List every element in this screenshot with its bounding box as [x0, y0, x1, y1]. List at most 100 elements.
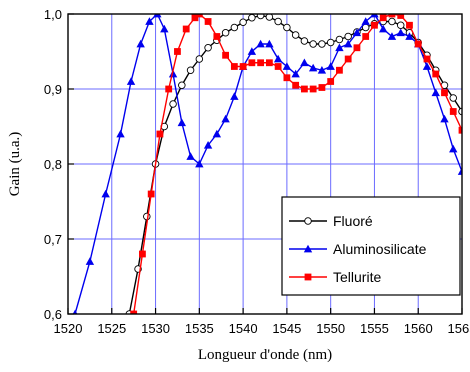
legend: Fluoré Aluminosilicate Tellurite — [281, 196, 461, 296]
y-tick-label: 0,7 — [44, 232, 62, 247]
x-tick-label: 1545 — [272, 321, 301, 336]
x-tick-label: 1525 — [97, 321, 126, 336]
data-point — [370, 14, 379, 18]
data-point — [195, 55, 204, 63]
data-point — [344, 32, 352, 41]
data-point — [458, 126, 462, 134]
data-point — [256, 14, 265, 20]
data-point — [291, 69, 300, 78]
data-point — [221, 29, 230, 37]
data-point — [458, 107, 462, 116]
data-point — [387, 32, 397, 40]
data-point — [101, 189, 110, 198]
x-tick-label: 1520 — [54, 321, 83, 336]
data-point — [169, 100, 177, 108]
data-point — [396, 21, 405, 30]
data-point — [432, 70, 440, 78]
data-point — [379, 14, 387, 22]
data-point — [230, 92, 239, 100]
x-tick-label: 1550 — [316, 321, 345, 336]
data-point — [174, 48, 181, 55]
data-point — [160, 24, 169, 33]
x-tick-label: 1560 — [404, 321, 433, 336]
data-point — [85, 257, 95, 265]
data-point — [308, 63, 318, 72]
data-point — [353, 44, 361, 52]
x-tick-labels: 1520 1525 1530 1535 1540 1545 1550 1555 1560 1565 — [54, 321, 470, 336]
legend-marker — [304, 217, 312, 225]
data-point — [72, 309, 78, 314]
data-point — [309, 40, 317, 48]
data-point — [212, 129, 222, 138]
series-2 — [130, 14, 462, 314]
data-point — [265, 39, 274, 48]
data-point — [130, 310, 138, 314]
data-point — [256, 39, 265, 48]
data-point — [291, 31, 300, 39]
data-point — [441, 89, 448, 97]
data-point — [195, 14, 203, 18]
data-point — [343, 39, 353, 48]
data-point — [449, 144, 458, 153]
data-point — [213, 33, 221, 40]
y-axis-title: Gain (u.a.) — [7, 132, 23, 197]
data-point — [136, 39, 145, 48]
data-point — [300, 37, 309, 45]
legend-label: Tellurite — [333, 269, 381, 285]
series-layer — [72, 14, 462, 314]
legend-label: Aluminosilicate — [333, 241, 427, 257]
y-tick-label: 0,6 — [44, 307, 62, 322]
data-point — [186, 66, 195, 74]
data-point — [327, 78, 335, 85]
data-point — [143, 212, 151, 221]
data-point — [317, 66, 327, 74]
legend-marker — [304, 273, 312, 281]
data-point — [191, 14, 199, 22]
x-tick-label: 1540 — [229, 321, 258, 336]
data-point — [326, 38, 335, 47]
data-point — [326, 62, 335, 70]
y-tick-label: 1,0 — [44, 7, 62, 22]
legend-label: Fluoré — [333, 213, 373, 229]
y-tick-labels: 0,6 0,7 0,8 0,9 1,0 — [44, 7, 62, 322]
data-point — [361, 17, 370, 25]
data-point — [283, 23, 291, 32]
data-point — [221, 114, 230, 123]
data-point — [431, 88, 440, 97]
data-point — [335, 43, 344, 52]
data-point — [388, 17, 396, 26]
data-point — [336, 66, 343, 74]
data-point — [405, 32, 414, 40]
data-point — [440, 114, 449, 123]
data-point — [126, 77, 136, 85]
y-tick-label: 0,8 — [44, 157, 62, 172]
data-point — [423, 55, 431, 63]
data-point — [318, 40, 326, 48]
data-point — [186, 152, 195, 160]
legend-item: Aluminosilicate — [289, 241, 427, 257]
data-point — [145, 17, 154, 25]
x-tick-label: 1530 — [141, 321, 170, 336]
data-point — [156, 130, 164, 138]
x-tick-label: 1555 — [360, 321, 389, 336]
data-point — [204, 44, 212, 52]
legend-item: Tellurite — [289, 269, 381, 285]
data-point — [406, 21, 413, 29]
legend-item: Fluoré — [289, 213, 373, 229]
data-point — [168, 69, 178, 78]
axis-ticks — [67, 13, 463, 315]
data-point — [292, 81, 300, 89]
data-point — [247, 47, 257, 55]
data-point — [388, 14, 396, 18]
data-point — [230, 63, 238, 70]
data-point — [178, 81, 186, 89]
data-point — [222, 51, 229, 59]
data-point — [449, 108, 457, 115]
data-point — [147, 190, 155, 198]
x-tick-label: 1535 — [185, 321, 214, 336]
data-point — [203, 141, 213, 149]
data-point — [422, 62, 432, 70]
data-point — [379, 24, 388, 33]
data-point — [283, 74, 291, 82]
data-point — [414, 40, 422, 48]
